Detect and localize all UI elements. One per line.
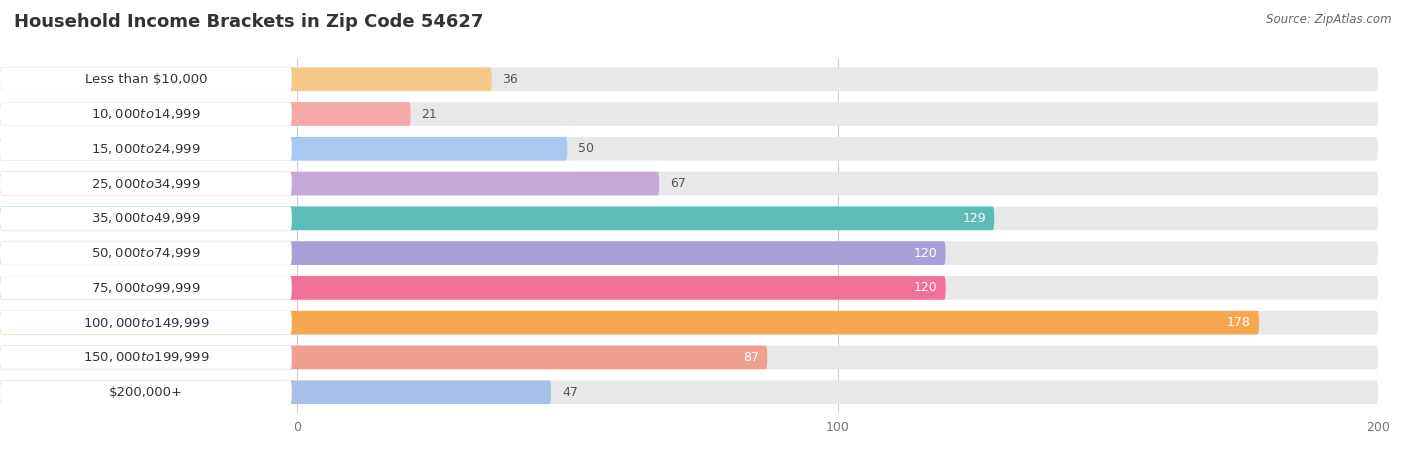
Text: $35,000 to $49,999: $35,000 to $49,999 xyxy=(91,211,201,225)
FancyBboxPatch shape xyxy=(0,137,1378,161)
FancyBboxPatch shape xyxy=(0,172,659,195)
FancyBboxPatch shape xyxy=(0,67,292,91)
FancyBboxPatch shape xyxy=(0,380,292,404)
FancyBboxPatch shape xyxy=(0,241,292,265)
Text: $25,000 to $34,999: $25,000 to $34,999 xyxy=(91,176,201,190)
FancyBboxPatch shape xyxy=(0,276,946,300)
Text: $75,000 to $99,999: $75,000 to $99,999 xyxy=(91,281,201,295)
FancyBboxPatch shape xyxy=(0,276,1378,300)
FancyBboxPatch shape xyxy=(0,172,292,195)
FancyBboxPatch shape xyxy=(0,207,994,230)
FancyBboxPatch shape xyxy=(0,346,768,369)
Text: 47: 47 xyxy=(562,386,578,399)
Text: 178: 178 xyxy=(1227,316,1251,329)
Text: $10,000 to $14,999: $10,000 to $14,999 xyxy=(91,107,201,121)
FancyBboxPatch shape xyxy=(0,102,411,126)
Text: 120: 120 xyxy=(914,247,938,260)
FancyBboxPatch shape xyxy=(0,241,946,265)
FancyBboxPatch shape xyxy=(0,380,1378,404)
Text: 50: 50 xyxy=(578,142,595,155)
FancyBboxPatch shape xyxy=(0,137,292,161)
FancyBboxPatch shape xyxy=(0,207,292,230)
FancyBboxPatch shape xyxy=(0,311,1258,335)
Text: $200,000+: $200,000+ xyxy=(108,386,183,399)
FancyBboxPatch shape xyxy=(0,102,1378,126)
FancyBboxPatch shape xyxy=(0,137,568,161)
FancyBboxPatch shape xyxy=(0,311,1378,335)
FancyBboxPatch shape xyxy=(0,241,1378,265)
Text: Less than $10,000: Less than $10,000 xyxy=(84,73,207,86)
FancyBboxPatch shape xyxy=(0,172,1378,195)
FancyBboxPatch shape xyxy=(0,276,292,300)
Text: 21: 21 xyxy=(422,107,437,120)
Text: $150,000 to $199,999: $150,000 to $199,999 xyxy=(83,350,209,365)
FancyBboxPatch shape xyxy=(0,102,292,126)
FancyBboxPatch shape xyxy=(0,346,292,369)
Text: Source: ZipAtlas.com: Source: ZipAtlas.com xyxy=(1267,13,1392,26)
Text: Household Income Brackets in Zip Code 54627: Household Income Brackets in Zip Code 54… xyxy=(14,13,484,31)
FancyBboxPatch shape xyxy=(0,207,1378,230)
Text: $100,000 to $149,999: $100,000 to $149,999 xyxy=(83,316,209,330)
Text: 67: 67 xyxy=(671,177,686,190)
Text: 87: 87 xyxy=(744,351,759,364)
FancyBboxPatch shape xyxy=(0,67,1378,91)
FancyBboxPatch shape xyxy=(0,346,1378,369)
Text: 129: 129 xyxy=(963,212,986,225)
FancyBboxPatch shape xyxy=(0,311,292,335)
FancyBboxPatch shape xyxy=(0,380,551,404)
Text: $50,000 to $74,999: $50,000 to $74,999 xyxy=(91,246,201,260)
FancyBboxPatch shape xyxy=(0,67,492,91)
Text: $15,000 to $24,999: $15,000 to $24,999 xyxy=(91,142,201,156)
Text: 120: 120 xyxy=(914,282,938,295)
Text: 36: 36 xyxy=(502,73,519,86)
